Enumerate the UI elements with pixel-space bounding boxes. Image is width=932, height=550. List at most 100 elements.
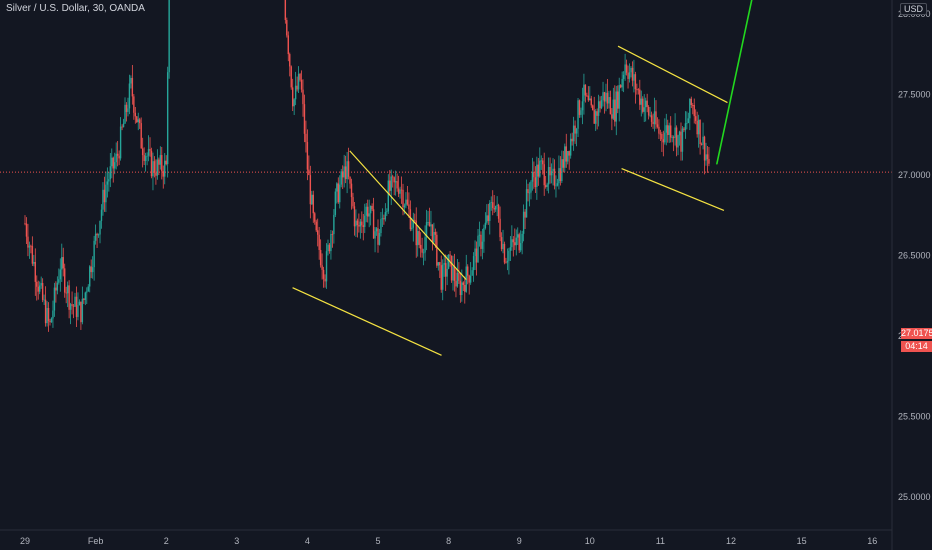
candle [456,258,459,288]
candle [43,294,45,305]
candle [556,178,559,187]
candle [621,71,623,92]
candle [474,240,476,271]
candle [397,175,400,198]
candle [34,248,36,296]
candle [524,209,526,229]
candle [542,157,544,175]
candle [78,299,81,306]
candle [396,173,398,192]
candle [631,61,634,87]
candle [624,53,626,81]
candle [430,210,432,236]
candle [127,97,129,117]
candle [606,78,609,109]
candle [436,231,438,268]
candle [469,262,472,285]
candle [303,94,306,143]
candle [314,211,316,225]
candle [699,119,701,155]
candle [368,199,370,228]
candle [589,86,591,101]
candle [149,137,151,157]
candle [611,108,613,131]
candle [453,253,456,292]
candle [90,259,92,279]
candle [583,73,585,115]
candle [539,147,541,178]
candle [452,255,454,291]
last-price-tag: 27.0175 [901,328,932,339]
candle [41,278,44,303]
candle [515,229,517,256]
candle [371,203,373,212]
price-axis-bg[interactable] [892,0,932,550]
candle [533,161,535,189]
x-tick-label: 16 [867,536,877,546]
candle [487,203,490,225]
trendline[interactable] [349,150,467,281]
candle [355,209,357,237]
candle [702,122,704,150]
candle [91,256,94,279]
candle [137,112,139,131]
candle [687,112,690,124]
candle [164,153,166,185]
candle [668,122,670,143]
candle [690,96,692,109]
candle [659,129,662,142]
candle [349,176,351,189]
candle [464,276,466,304]
candle [572,116,575,151]
candle [630,65,632,78]
trendline[interactable] [617,45,728,104]
candle [140,117,142,149]
candle [540,155,542,170]
candle [55,281,57,303]
candle [156,149,159,180]
candle [550,163,553,184]
candle [294,71,297,106]
candle [86,287,88,304]
time-axis[interactable]: 29 Feb 2 3 4 5 8 9 10 11 12 15 16 [20,536,877,546]
candle [340,168,342,188]
candle [369,205,372,226]
candle [136,115,138,123]
candle [581,87,584,125]
candle [66,281,69,308]
candle [600,95,603,110]
candle [639,79,641,110]
candle [380,211,382,237]
currency-label[interactable]: USD [900,3,928,15]
candle [493,195,495,213]
candle [693,98,695,124]
candle [421,237,423,258]
x-tick-label: 2 [164,536,169,546]
candle [412,212,414,242]
candle [450,255,453,283]
forecast-arrow[interactable] [716,0,870,165]
candle [40,276,42,289]
drawings-layer[interactable] [292,0,874,356]
trendline[interactable] [292,287,442,356]
candle [119,117,122,161]
x-tick-label: 29 [20,536,30,546]
candle [662,130,665,157]
candle [64,263,66,298]
trendline[interactable] [621,168,725,211]
x-tick-label: 5 [375,536,380,546]
candle [505,257,507,264]
candle [477,229,479,263]
candle [522,204,525,242]
candle [327,239,329,256]
candle [111,148,113,179]
candle [153,156,156,178]
candle [337,177,339,204]
candle [446,254,448,286]
candle [444,254,447,292]
candle [497,203,500,223]
candle [625,59,628,76]
candle [374,226,376,253]
candle [133,94,135,120]
